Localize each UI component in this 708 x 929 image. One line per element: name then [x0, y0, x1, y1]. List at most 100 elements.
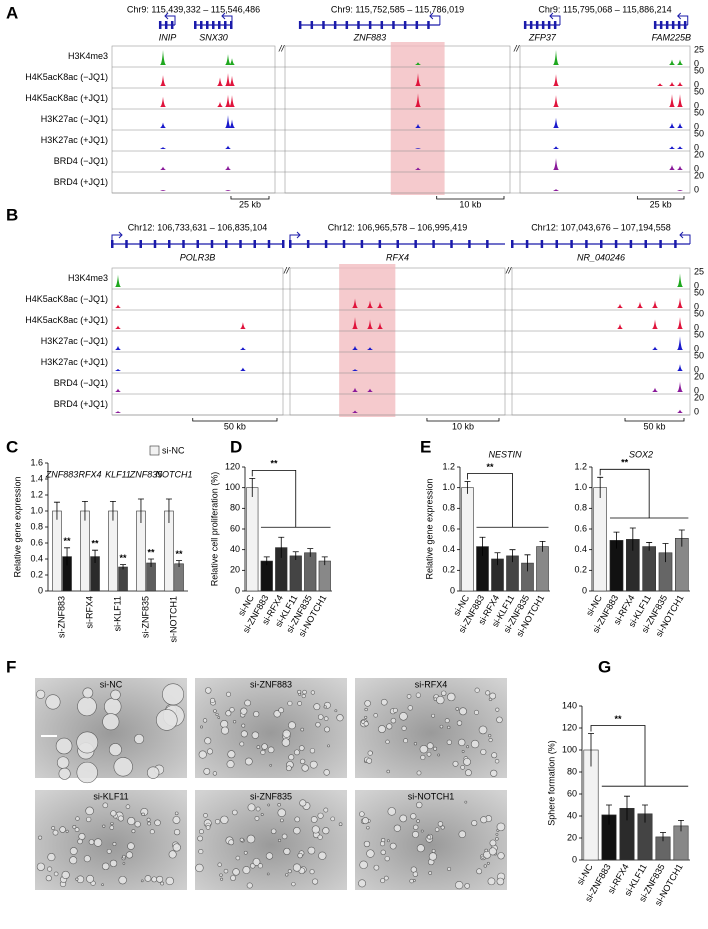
exon [224, 21, 227, 29]
signal-peak [225, 145, 232, 149]
sphere [45, 694, 61, 710]
y-tick-label: 80 [567, 766, 577, 776]
sphere [146, 817, 151, 822]
y-tick-label: 0 [235, 585, 240, 595]
sphere [487, 877, 496, 886]
track-name: H3K4me3 [68, 273, 108, 283]
error-bar [148, 558, 155, 567]
signal-peak [114, 274, 121, 287]
sphere [65, 829, 69, 833]
sphere [301, 693, 306, 699]
sphere [205, 825, 211, 830]
y-tick-label: 1.0 [442, 482, 455, 492]
sphere [242, 866, 251, 874]
sphere [358, 879, 367, 888]
sphere [447, 692, 456, 702]
sphere [78, 833, 86, 841]
signal-peak [553, 74, 560, 86]
significance-bracket [251, 469, 331, 528]
sphere [323, 807, 329, 813]
error-bar [624, 795, 630, 821]
error-bar [479, 536, 486, 556]
signal-peak [553, 117, 560, 128]
sphere [101, 883, 104, 886]
exon [525, 240, 529, 248]
sphere [141, 812, 145, 817]
exon [378, 240, 382, 248]
y-tick-label: 1.0 [30, 505, 43, 515]
sphere [102, 802, 109, 809]
track-scale-min: 0 [694, 163, 699, 173]
error-bar [137, 498, 144, 523]
signal-peak [367, 300, 374, 308]
sphere [484, 848, 488, 853]
x-tick-label: si-NOTCH1 [168, 596, 178, 643]
sphere [486, 861, 490, 865]
strand-arrow [221, 12, 233, 25]
sphere [104, 697, 122, 716]
exon [230, 21, 233, 29]
exon [239, 240, 242, 248]
sphere [399, 814, 408, 823]
sphere [380, 849, 386, 856]
sphere [45, 875, 52, 882]
sphere [277, 803, 281, 807]
sphere [317, 714, 324, 720]
bar [52, 510, 62, 592]
track-scale-max: 25 [694, 44, 704, 54]
x-tick-label: si-ZNF883 [56, 596, 66, 638]
sphere [386, 723, 393, 730]
exon [333, 21, 337, 29]
sphere [233, 720, 237, 724]
sphere [288, 721, 296, 730]
signal-peak [367, 319, 374, 329]
track-name: BRD4 (+JQ1) [54, 399, 108, 409]
sphere [415, 692, 421, 698]
sphere [205, 687, 212, 694]
strand-arrow [111, 231, 123, 244]
sphere [117, 815, 124, 822]
sphere [287, 869, 292, 874]
sphere [83, 855, 91, 863]
sphere [246, 834, 256, 844]
signal-peak [668, 81, 675, 86]
sphere [327, 744, 330, 748]
sphere [334, 709, 338, 713]
sphere [380, 841, 386, 847]
sphere [312, 878, 319, 885]
sphere [52, 829, 59, 836]
sphere [283, 847, 291, 855]
sphere [93, 838, 103, 847]
sphere [195, 863, 204, 873]
sphere [230, 875, 236, 881]
sphere [273, 710, 281, 718]
error-bar [646, 542, 653, 551]
sphere [281, 738, 291, 747]
gene-name: INIP [159, 32, 177, 42]
sphere [75, 816, 80, 821]
signal-peak [676, 297, 683, 308]
scale-bar [230, 196, 270, 200]
sphere [244, 757, 253, 766]
sphere [464, 800, 468, 804]
sphere [243, 850, 248, 855]
sphere [390, 717, 397, 724]
exon [200, 21, 203, 29]
bar [289, 555, 302, 592]
sphere [239, 741, 245, 747]
sphere [361, 817, 369, 825]
sphere [480, 816, 488, 824]
signal-peak [676, 122, 683, 128]
sphere [413, 824, 419, 830]
sphere [198, 829, 204, 835]
sphere [122, 862, 126, 865]
error-bar [524, 554, 531, 572]
sphere [225, 710, 232, 717]
bar [642, 546, 657, 592]
y-tick-label: 0.2 [574, 565, 587, 575]
sphere [227, 750, 236, 759]
sphere [401, 725, 407, 731]
sphere [217, 862, 222, 867]
sphere [203, 813, 208, 818]
signal-peak [160, 75, 167, 86]
